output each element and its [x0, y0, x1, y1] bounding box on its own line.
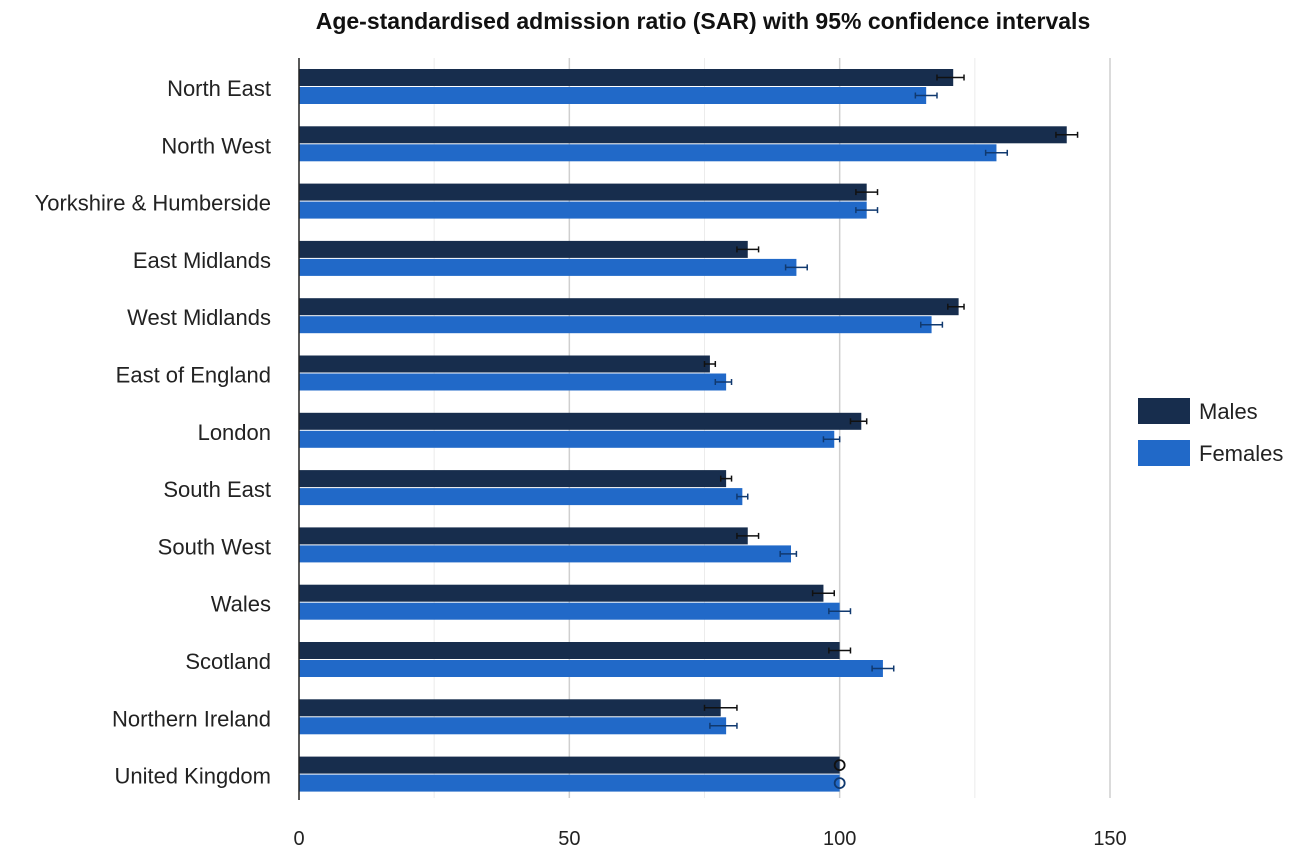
- bar-females-north-west: [299, 144, 997, 162]
- bar-females-northern-ireland: [299, 717, 727, 735]
- legend: Males Females: [1138, 398, 1283, 466]
- bar-males-south-west: [299, 527, 748, 545]
- reference-marker-males: [833, 759, 846, 771]
- bar-females-london: [299, 430, 835, 448]
- category-label-united-kingdom: United Kingdom: [114, 764, 271, 789]
- bar-males-united-kingdom: [299, 756, 840, 774]
- category-label-northern-ireland: Northern Ireland: [112, 706, 271, 731]
- legend-swatch-males: [1138, 398, 1190, 424]
- category-label-south-west: South West: [158, 534, 271, 559]
- bar-males-scotland: [299, 642, 840, 659]
- category-label-east-of-england: East of England: [116, 363, 271, 388]
- x-tick-label: 100: [823, 828, 856, 848]
- bar-males-west-midlands: [299, 298, 959, 316]
- bar-males-wales: [299, 584, 824, 602]
- bar-males-yorkshire-and-humberside: [299, 183, 867, 201]
- bar-females-east-midlands: [299, 258, 797, 276]
- category-label-london: London: [198, 420, 271, 445]
- bar-males-northern-ireland: [299, 699, 721, 717]
- bar-males-north-east: [299, 69, 954, 86]
- bar-females-wales: [299, 602, 840, 620]
- legend-label-females: Females: [1199, 441, 1283, 466]
- bars: [299, 69, 1079, 792]
- axes: 0 50 100 150 North East North West Yorkshire &…: [35, 58, 1127, 848]
- category-label-scotland: Scotland: [185, 649, 271, 674]
- x-tick-label: 150: [1093, 828, 1126, 848]
- bar-males-east-of-england: [299, 355, 710, 373]
- bar-males-north-west: [299, 126, 1067, 144]
- bar-females-south-east: [299, 488, 743, 506]
- x-tick-label: 0: [293, 828, 304, 848]
- bar-females-yorkshire-and-humberside: [299, 201, 867, 219]
- bar-females-east-of-england: [299, 373, 727, 391]
- category-label-south-east: South East: [163, 477, 271, 502]
- category-label-north-west: North West: [161, 133, 271, 158]
- category-label-west-midlands: West Midlands: [127, 305, 271, 330]
- bar-females-united-kingdom: [299, 774, 840, 792]
- bar-females-scotland: [299, 660, 883, 677]
- category-label-north-east: North East: [167, 76, 271, 101]
- category-label-east-midlands: East Midlands: [133, 248, 271, 273]
- bar-males-south-east: [299, 470, 727, 488]
- reference-marker-females: [833, 777, 846, 789]
- bar-females-south-west: [299, 545, 792, 563]
- chart-title: Age-standardised admission ratio (SAR) w…: [315, 8, 1091, 34]
- legend-swatch-females: [1138, 440, 1190, 466]
- bar-males-london: [299, 412, 862, 430]
- category-label-yorkshire-and-humberside: Yorkshire & Humberside: [35, 191, 271, 216]
- x-tick-label: 50: [558, 828, 580, 848]
- category-label-wales: Wales: [211, 592, 271, 617]
- bar-females-west-midlands: [299, 316, 932, 334]
- bar-females-north-east: [299, 87, 927, 104]
- legend-label-males: Males: [1199, 399, 1258, 424]
- bar-males-east-midlands: [299, 240, 748, 258]
